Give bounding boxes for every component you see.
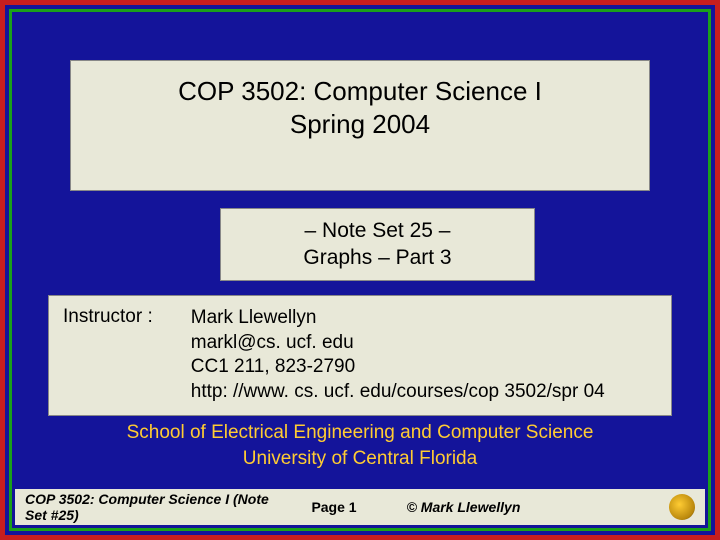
footer-bar: COP 3502: Computer Science I (Note Set #… bbox=[15, 489, 705, 525]
instructor-office: CC1 211, 823-2790 bbox=[191, 355, 605, 380]
subtitle-line2: Graphs – Part 3 bbox=[303, 246, 451, 269]
instructor-url: http: //www. cs. ucf. edu/courses/cop 35… bbox=[191, 380, 605, 405]
school-line2: University of Central Florida bbox=[243, 448, 477, 469]
subtitle-line1: – Note Set 25 – bbox=[305, 219, 451, 242]
school-line1: School of Electrical Engineering and Com… bbox=[127, 422, 594, 443]
instructor-name: Mark Llewellyn bbox=[191, 306, 605, 331]
instructor-box: Instructor : Mark Llewellyn markl@cs. uc… bbox=[48, 295, 672, 416]
title-line2: Spring 2004 bbox=[290, 109, 430, 139]
title-line1: COP 3502: Computer Science I bbox=[178, 76, 542, 106]
footer-page-number: Page 1 bbox=[281, 499, 386, 515]
instructor-details: Mark Llewellyn markl@cs. ucf. edu CC1 21… bbox=[191, 306, 605, 405]
slide-outer-frame: COP 3502: Computer Science I Spring 2004… bbox=[0, 0, 720, 540]
instructor-label: Instructor : bbox=[63, 306, 153, 405]
slide-inner-frame: COP 3502: Computer Science I Spring 2004… bbox=[9, 9, 711, 531]
school-affiliation: School of Electrical Engineering and Com… bbox=[15, 420, 705, 471]
ucf-logo-icon bbox=[669, 494, 695, 520]
instructor-email: markl@cs. ucf. edu bbox=[191, 331, 605, 356]
subtitle-box: – Note Set 25 – Graphs – Part 3 bbox=[220, 208, 535, 281]
slide-content: COP 3502: Computer Science I Spring 2004… bbox=[15, 15, 705, 525]
course-title: COP 3502: Computer Science I Spring 2004 bbox=[91, 75, 629, 140]
footer-course-info: COP 3502: Computer Science I (Note Set #… bbox=[25, 491, 281, 523]
note-set-title: – Note Set 25 – Graphs – Part 3 bbox=[233, 217, 522, 272]
title-box: COP 3502: Computer Science I Spring 2004 bbox=[70, 60, 650, 191]
footer-copyright: © Mark Llewellyn bbox=[387, 499, 663, 515]
